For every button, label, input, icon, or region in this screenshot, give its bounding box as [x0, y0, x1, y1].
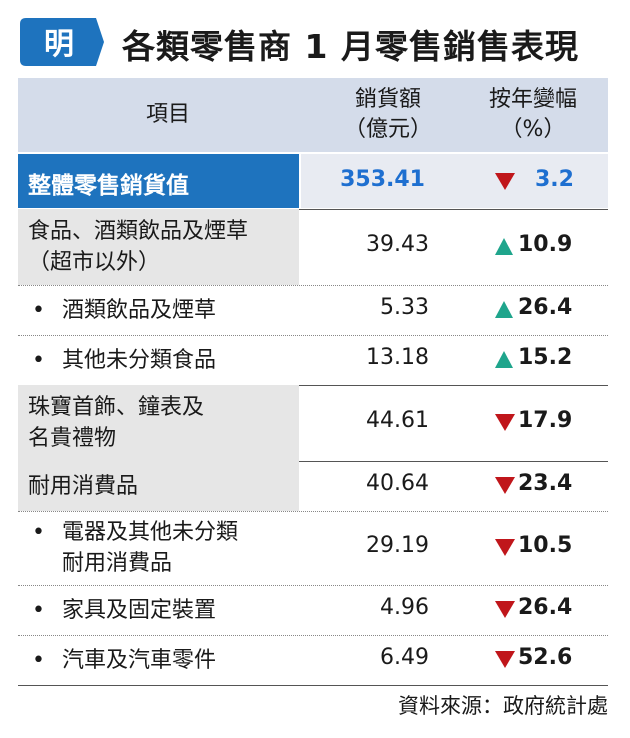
- down-arrow-icon: [495, 173, 515, 190]
- table-row: • 家具及固定裝置 4.96 26.4: [18, 585, 608, 635]
- overall-change: 3.2: [535, 167, 574, 192]
- down-arrow-icon: [495, 539, 515, 556]
- overall-label-bg: 整體零售銷貨值: [18, 154, 299, 208]
- yoy-change: 26.4: [518, 595, 573, 620]
- sales-value: 4.96: [380, 595, 429, 620]
- header-change: 按年變幅 （%）: [458, 78, 608, 152]
- table-row: 食品、酒類飲品及煙草 （超市以外） 39.43 10.9: [18, 209, 608, 285]
- yoy-change: 23.4: [518, 471, 573, 496]
- source-note: 資料來源：政府統計處: [398, 694, 608, 718]
- row-divider: [18, 585, 608, 586]
- bullet-icon: •: [32, 347, 45, 373]
- newspaper-logo-icon: 明: [20, 18, 104, 66]
- overall-row: 整體零售銷貨值 353.41 3.2: [18, 154, 608, 208]
- down-arrow-icon: [495, 414, 515, 431]
- sales-value: 39.43: [366, 232, 429, 257]
- chart-title: 各類零售商 1 月零售銷售表現: [122, 27, 579, 66]
- category-label: 珠寶首飾、鐘表及 名貴禮物: [28, 392, 204, 454]
- label-line: 名貴禮物: [28, 426, 117, 451]
- label-line: 家具及固定裝置: [62, 597, 217, 623]
- bullet-icon: •: [32, 520, 45, 545]
- header-item: 項目: [98, 78, 238, 152]
- bullet-icon: •: [32, 647, 45, 673]
- label-line: 食品、酒類飲品及煙草: [28, 219, 249, 244]
- category-cell-bg: [18, 209, 299, 285]
- yoy-change: 52.6: [518, 645, 573, 670]
- up-arrow-icon: [495, 238, 513, 255]
- label-line: 其他未分類食品: [62, 347, 217, 373]
- sales-value: 13.18: [366, 345, 429, 370]
- row-divider: [18, 285, 608, 286]
- yoy-change: 26.4: [518, 295, 573, 320]
- header-value: 銷貨額 （億元）: [318, 78, 458, 152]
- table-row: 耐用消費品 40.64 23.4: [18, 461, 608, 511]
- yoy-change: 15.2: [518, 345, 573, 370]
- down-arrow-icon: [495, 477, 515, 494]
- sales-value: 44.61: [366, 408, 429, 433]
- header-change-line2: （%）: [500, 117, 566, 142]
- yoy-change: 10.5: [518, 533, 573, 558]
- header-value-line2: （億元）: [343, 117, 432, 142]
- down-arrow-icon: [495, 651, 515, 668]
- row-divider: [18, 209, 608, 210]
- table-row: • 電器及其他未分類 耐用消費品 29.19 10.5: [18, 511, 608, 585]
- table-row: • 酒類飲品及煙草 5.33 26.4: [18, 285, 608, 335]
- bullet-icon: •: [32, 297, 45, 323]
- sales-value: 5.33: [380, 295, 429, 320]
- header-change-line1: 按年變幅: [488, 87, 577, 112]
- category-label: 食品、酒類飲品及煙草 （超市以外）: [28, 216, 248, 278]
- label-line: （超市以外）: [28, 250, 161, 275]
- row-divider: [18, 635, 608, 636]
- category-cell-bg: [18, 461, 299, 511]
- overall-label: 整體零售銷貨值: [28, 173, 189, 199]
- label-line: 電器及其他未分類: [62, 520, 239, 545]
- header-value-line1: 銷貨額: [354, 87, 421, 112]
- row-divider: [18, 385, 608, 386]
- row-divider: [18, 335, 608, 336]
- table-row: • 其他未分類食品 13.18 15.2: [18, 335, 608, 385]
- overall-values-bg: [301, 154, 608, 208]
- label-line: 耐用消費品: [28, 473, 139, 499]
- table-bottom-rule: [18, 685, 608, 686]
- category-label: 耐用消費品: [28, 471, 138, 502]
- sales-value: 29.19: [366, 533, 429, 558]
- yoy-change: 17.9: [518, 408, 573, 433]
- title-bar: 明 各類零售商 1 月零售銷售表現: [18, 14, 618, 70]
- row-divider: [18, 511, 608, 512]
- overall-value: 353.41: [340, 167, 425, 192]
- label-line: 珠寶首飾、鐘表及: [28, 395, 205, 420]
- sales-value: 6.49: [380, 645, 429, 670]
- header-item-label: 項目: [145, 102, 190, 127]
- label-line: 耐用消費品: [62, 551, 173, 576]
- row-divider: [18, 461, 608, 462]
- sales-value: 40.64: [366, 471, 429, 496]
- category-cell-bg: [18, 385, 299, 461]
- table-header: 項目 銷貨額 （億元） 按年變幅 （%）: [18, 78, 608, 152]
- table-row: 珠寶首飾、鐘表及 名貴禮物 44.61 17.9: [18, 385, 608, 461]
- up-arrow-icon: [495, 351, 513, 368]
- bullet-icon: •: [32, 597, 45, 623]
- logo-text: 明: [44, 27, 74, 62]
- yoy-change: 10.9: [518, 232, 573, 257]
- down-arrow-icon: [495, 601, 515, 618]
- label-line: 汽車及汽車零件: [62, 647, 217, 673]
- up-arrow-icon: [495, 301, 513, 318]
- label-line: 酒類飲品及煙草: [62, 297, 217, 323]
- table-row: • 汽車及汽車零件 6.49 52.6: [18, 635, 608, 685]
